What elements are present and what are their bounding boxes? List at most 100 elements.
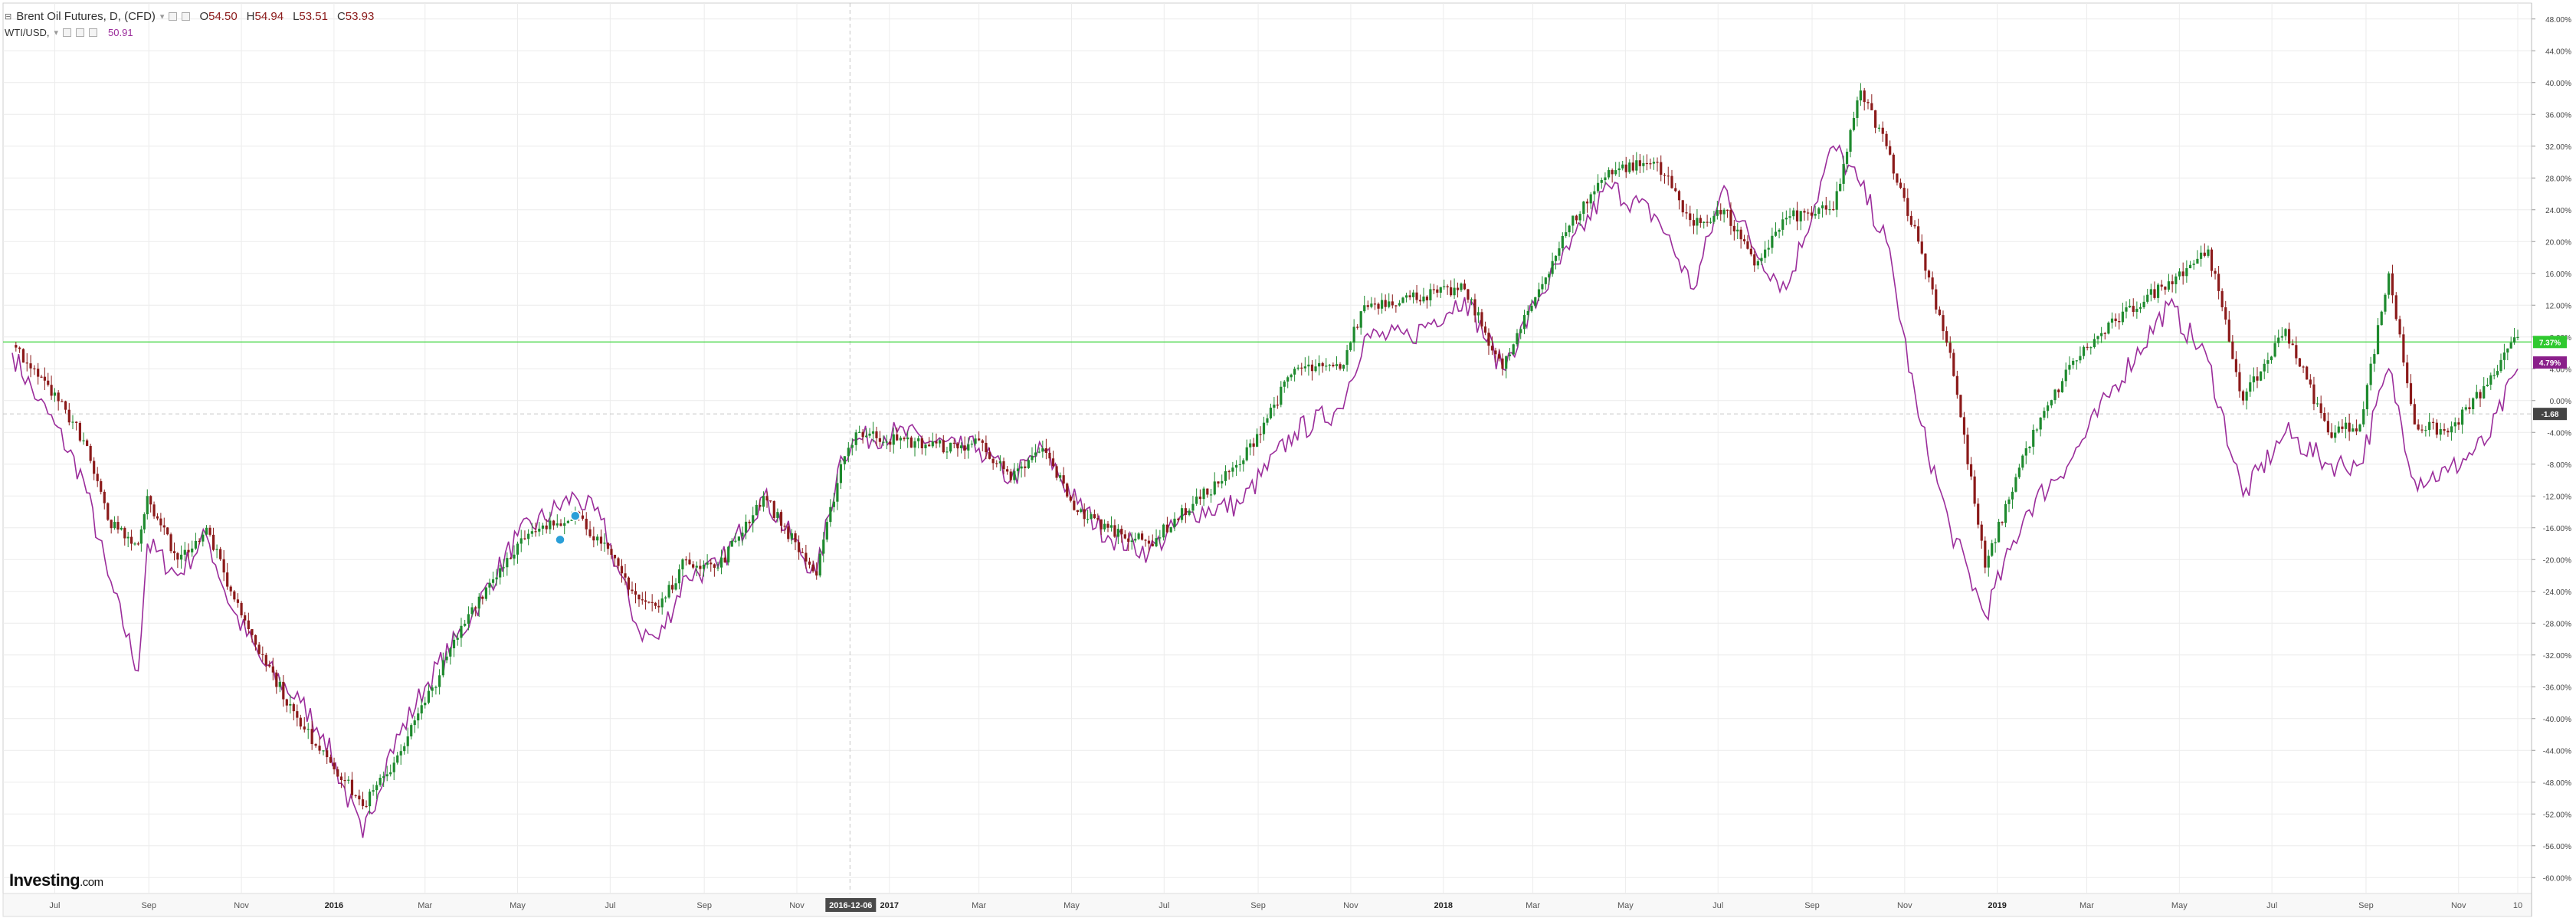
candle-body [2341,426,2344,429]
candle-body [275,672,278,687]
candle-body [913,441,916,448]
candle-body [1140,533,1144,540]
candle-body [1571,215,1575,226]
candle-body [1778,229,1781,232]
candle-body [1677,191,1681,201]
compare-settings-icon[interactable] [63,28,72,37]
candle-body [660,598,664,608]
candle-body [1476,312,1480,316]
compare-remove-icon[interactable] [89,28,98,37]
candle-body [1649,163,1652,165]
collapse-icon[interactable]: ⊟ [5,11,12,21]
candle-body [152,504,156,516]
candle-body [1318,362,1321,367]
candle-body [1920,241,1923,254]
dropdown-icon[interactable]: ▾ [159,11,165,21]
x-tick-label: 10 [2513,901,2522,910]
candle-body [1300,367,1303,369]
candle-body [2315,403,2319,405]
candle-body [2035,429,2039,431]
main-series-title[interactable]: Brent Oil Futures, D, (CFD) [16,9,156,23]
candle-body [1483,326,1487,333]
candle-body [1899,182,1903,189]
low-number: 53.51 [299,9,328,23]
visibility-toggle-icon[interactable] [169,11,178,21]
wti-current-value-label: 4.79% [2539,359,2561,368]
candle-body [2217,274,2220,291]
candle-body [78,422,81,441]
x-tick-label: Mar [2079,901,2094,910]
high-label: H [246,9,255,23]
candle-body [2355,428,2358,432]
candle-body [1123,534,1126,539]
x-tick-label: Sep [2358,901,2374,910]
candle-body [2287,329,2291,344]
x-tick-label: May [1617,901,1634,910]
candle-body [15,345,18,348]
x-tick-label: Nov [234,901,249,910]
candle-body [1391,301,1394,306]
crosshair-date-label: 2016-12-06 [829,901,872,910]
candle-body [2439,428,2442,435]
candle-body [1604,177,1607,180]
candle-body [1310,364,1314,372]
candle-body [1051,458,1055,467]
candle-body [713,564,716,568]
logo-suffix: .com [80,876,103,889]
x-tick-label: 2017 [880,901,899,910]
candle-body [1955,375,1958,395]
candle-body [1709,221,1712,223]
candle-body [1231,467,1234,472]
candle-body [516,543,519,555]
compare-series-legend[interactable]: WTI/USD, ▾ 50.91 [5,25,374,40]
candle-body [1086,519,1090,520]
candle-body [2231,341,2234,359]
remove-series-icon[interactable] [182,11,191,21]
candle-body [399,751,402,756]
candle-body [2266,360,2270,364]
candle-body [1249,443,1252,448]
candle-body [1093,514,1096,519]
candle-body [798,542,801,552]
candle-body [226,572,229,587]
candle-body [2086,346,2089,348]
candle-body [1487,333,1490,346]
candle-body [37,369,40,377]
candle-body [1418,300,1422,302]
candle-body [43,376,46,381]
candle-body [2047,405,2050,411]
candle-body [2100,333,2103,336]
candle-body [229,586,232,592]
candle-body [2001,522,2004,523]
candle-body [566,520,570,523]
main-series-legend[interactable]: ⊟ Brent Oil Futures, D, (CFD) ▾ O54.50 H… [5,8,374,25]
candle-body [382,776,385,778]
candle-body [610,549,613,556]
candle-body [1746,241,1749,249]
candle-body [2496,371,2499,375]
candle-body [2004,503,2007,523]
candle-body [1739,229,1742,240]
candle-body [1198,497,1201,500]
candle-body [2475,392,2478,398]
candle-body [2506,348,2509,353]
candle-body [1565,232,1568,236]
candle-body [2053,389,2057,401]
compare-series-title[interactable]: WTI/USD, [5,26,50,38]
compare-dropdown-icon[interactable]: ▾ [54,28,59,38]
candle-body [2043,411,2046,418]
candle-body [2280,336,2283,338]
candle-body [113,522,116,529]
candle-body [2450,426,2453,433]
candle-body [222,559,225,573]
candle-body [354,795,357,797]
candle-body [67,409,70,423]
candle-body [765,496,769,501]
candle-body [2114,318,2117,321]
investing-logo[interactable]: Investing.com [9,870,103,890]
compare-visibility-icon[interactable] [76,28,85,37]
candle-body [194,540,198,549]
candle-body [1425,297,1429,300]
candle-body [719,557,723,568]
